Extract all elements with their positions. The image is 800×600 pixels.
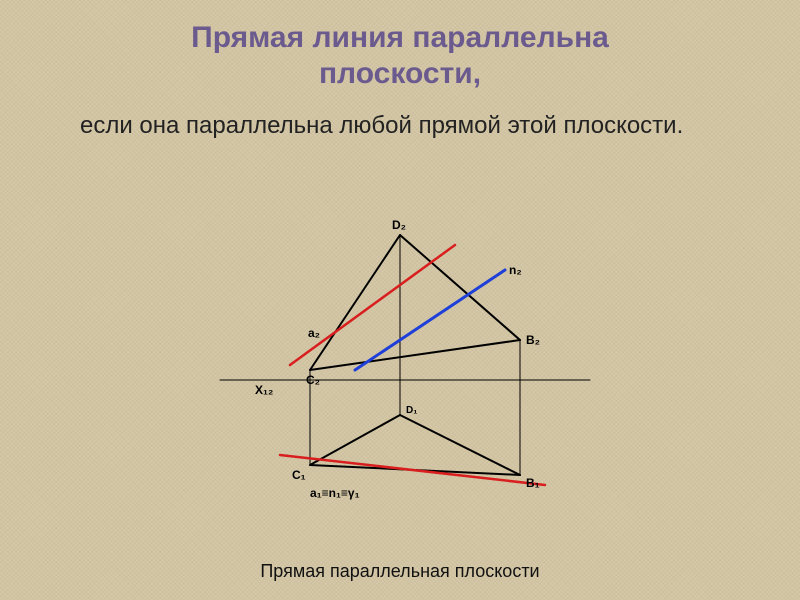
svg-text:a₁≡n₁≡γ₁: a₁≡n₁≡γ₁ — [310, 486, 360, 500]
title-line-1: Прямая линия параллельна — [0, 20, 800, 56]
title-line-2: плоскости, — [0, 56, 800, 92]
diagram-caption: Прямая параллельная плоскости — [0, 561, 800, 582]
svg-text:C₂: C₂ — [306, 373, 320, 387]
diagram-container: D₂ n₂ a₂ B₂ C₂ X₁₂ D₁ C₁ B₁ a₁≡n₁≡γ₁ — [200, 210, 600, 550]
svg-text:D₂: D₂ — [392, 218, 406, 232]
slide-subtitle: если она параллельна любой прямой этой п… — [0, 92, 800, 141]
slide-title: Прямая линия параллельна плоскости, — [0, 0, 800, 92]
svg-text:B₂: B₂ — [526, 333, 540, 347]
svg-text:a₂: a₂ — [308, 326, 320, 340]
svg-text:n₂: n₂ — [509, 263, 522, 277]
svg-text:B₁: B₁ — [526, 476, 540, 490]
svg-text:C₁: C₁ — [292, 468, 306, 482]
svg-text:X₁₂: X₁₂ — [255, 383, 273, 397]
svg-text:D₁: D₁ — [406, 405, 417, 416]
projection-diagram: D₂ n₂ a₂ B₂ C₂ X₁₂ D₁ C₁ B₁ a₁≡n₁≡γ₁ — [200, 210, 600, 550]
